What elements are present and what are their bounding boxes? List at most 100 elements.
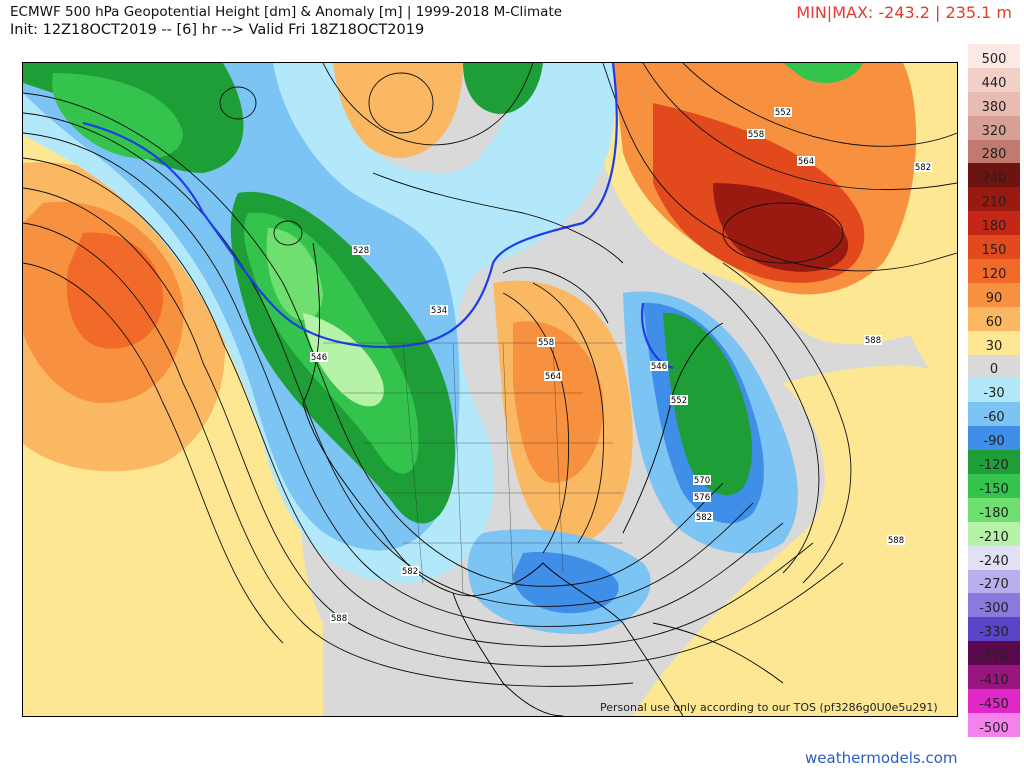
legend-label: 500	[981, 51, 1007, 67]
map-title: ECMWF 500 hPa Geopotential Height [dm] &…	[10, 4, 563, 20]
contour-label: 558	[538, 338, 554, 348]
political-borders	[323, 342, 623, 594]
legend-entry: 60	[968, 306, 1020, 331]
legend-label: -90	[983, 434, 1005, 450]
legend-entry: -370	[968, 641, 1020, 666]
positive-anomaly-fields	[23, 63, 957, 716]
legend-entry: 240	[968, 163, 1020, 188]
min-max-readout: MIN|MAX: -243.2 | 235.1 m	[796, 3, 1012, 22]
legend-label: 60	[985, 314, 1003, 330]
legend-swatch	[968, 235, 1020, 260]
legend-entry: 500	[968, 44, 1020, 68]
coastlines	[302, 172, 784, 716]
legend-swatch	[968, 474, 1020, 498]
legend-entry: 0	[968, 354, 1020, 379]
legend-label: -410	[979, 673, 1009, 689]
init-valid-time: Init: 12Z18OCT2019 -- [6] hr --> Valid F…	[10, 22, 425, 38]
legend-label: -450	[979, 696, 1009, 712]
legend-entry: 380	[968, 91, 1020, 116]
legend-entry: 320	[968, 115, 1020, 140]
legend-entry: -330	[968, 617, 1020, 642]
legend-label: 90	[985, 290, 1003, 306]
color-scale-legend: 500 440 380 320 280 240 210 180 150 120 90 60 30 0 -30…	[968, 44, 1020, 737]
legend-label: 380	[981, 99, 1007, 115]
legend-entry: 150	[968, 235, 1020, 260]
legend-entry: -410	[968, 665, 1020, 690]
legend-entry: -60	[968, 402, 1020, 427]
legend-swatch	[968, 259, 1020, 283]
legend-swatch	[968, 450, 1020, 475]
contour-label: 552	[775, 108, 791, 118]
legend-label: -370	[979, 649, 1009, 665]
legend-swatch	[968, 306, 1020, 331]
legend-swatch	[968, 163, 1020, 188]
contour-label: 528	[353, 246, 369, 256]
contour-label: 588	[865, 336, 881, 346]
map-canvas: 552 558 564 582 528 534 546 558 564 546 …	[23, 63, 957, 716]
legend-label: 120	[981, 266, 1007, 282]
legend-swatch	[968, 497, 1020, 522]
legend-entry: -270	[968, 569, 1020, 594]
legend-swatch	[968, 712, 1020, 737]
legend-label: -60	[983, 410, 1005, 426]
contour-label: 534	[431, 306, 447, 316]
legend-swatch	[968, 521, 1020, 546]
legend-entry: -180	[968, 497, 1020, 522]
contour-label: 582	[915, 163, 931, 173]
legend-label: 210	[981, 195, 1007, 211]
contour-label: 576	[694, 493, 710, 503]
legend-swatch	[968, 545, 1020, 570]
legend-entry: -300	[968, 593, 1020, 618]
brand-link[interactable]: weathermodels.com	[805, 749, 958, 767]
contour-label: 564	[798, 157, 814, 167]
legend-label: -210	[979, 529, 1009, 545]
legend-swatch	[968, 617, 1020, 642]
legend-entry: 280	[968, 139, 1020, 164]
legend-label: -240	[979, 553, 1009, 569]
legend-swatch	[968, 689, 1020, 713]
legend-swatch	[968, 593, 1020, 618]
legend-entry: -240	[968, 545, 1020, 570]
legend-entry: 30	[968, 330, 1020, 355]
contour-label: 588	[888, 536, 904, 546]
contour-label: 558	[748, 130, 764, 140]
legend-swatch	[968, 67, 1020, 92]
legend-entry: 210	[968, 187, 1020, 212]
contour-label: 582	[402, 567, 418, 577]
anomaly-map: 552 558 564 582 528 534 546 558 564 546 …	[22, 62, 958, 717]
legend-entry: -500	[968, 712, 1020, 737]
terms-of-service-notice: Personal use only according to our TOS (…	[600, 701, 938, 714]
legend-swatch	[968, 139, 1020, 164]
contour-label: 552	[671, 396, 687, 406]
legend-entry: -450	[968, 689, 1020, 713]
legend-label: 180	[981, 219, 1007, 235]
legend-swatch	[968, 44, 1020, 68]
legend-swatch	[968, 211, 1020, 236]
legend-swatch	[968, 115, 1020, 140]
legend-entry: -90	[968, 426, 1020, 451]
legend-entry: 440	[968, 67, 1020, 92]
contour-label: 570	[694, 476, 710, 486]
legend-label: -330	[979, 625, 1009, 641]
contour-label: 546	[311, 353, 327, 363]
legend-entry: 90	[968, 282, 1020, 307]
legend-swatch	[968, 569, 1020, 594]
legend-swatch	[968, 354, 1020, 379]
legend-swatch	[968, 641, 1020, 666]
legend-entry: 120	[968, 259, 1020, 283]
legend-swatch	[968, 330, 1020, 355]
legend-label: 320	[981, 123, 1007, 139]
legend-label: -30	[983, 386, 1005, 402]
legend-label: -500	[979, 720, 1009, 736]
legend-label: -270	[979, 577, 1009, 593]
legend-label: -180	[979, 505, 1009, 521]
legend-swatch	[968, 91, 1020, 116]
legend-entry: -210	[968, 521, 1020, 546]
legend-swatch	[968, 426, 1020, 451]
legend-label: -150	[979, 481, 1009, 497]
legend-label: 440	[981, 75, 1007, 91]
contour-label: 546	[651, 362, 667, 372]
contour-label: 564	[545, 372, 561, 382]
legend-label: 240	[981, 171, 1007, 187]
legend-swatch	[968, 665, 1020, 690]
